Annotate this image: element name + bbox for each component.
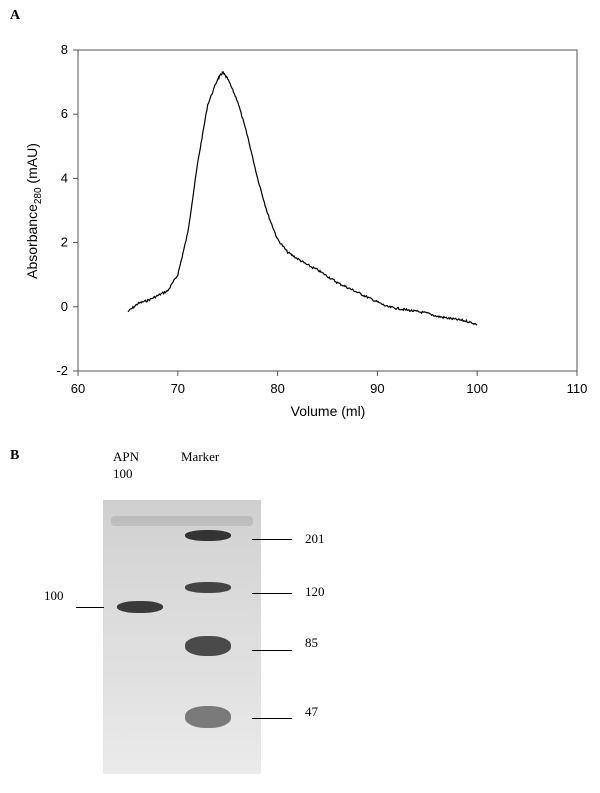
band-marker-120: [185, 582, 231, 593]
lane-label-marker: Marker: [181, 449, 220, 464]
band-marker-47: [185, 706, 231, 728]
series-layer: [127, 70, 478, 326]
y-axis-title-main: Absorbance: [24, 204, 40, 279]
x-axis-title: Volume (ml): [291, 403, 366, 419]
x-axis: 60 70 80 90 100 110: [71, 371, 588, 396]
y-tick-label: 0: [61, 299, 68, 314]
y-tick-label: 6: [61, 106, 68, 121]
band-marker-85: [185, 636, 231, 656]
x-tick-label: 90: [370, 381, 384, 396]
y-tick-label: 8: [61, 42, 68, 57]
y-axis-title: Absorbance280 (mAU): [24, 143, 44, 279]
gel-well-top: [111, 516, 253, 526]
marker-line-120: [252, 593, 292, 594]
marker-label-47: 47: [305, 704, 318, 719]
marker-line-85: [252, 650, 292, 651]
x-tick-label: 60: [71, 381, 85, 396]
left-marker-line: [76, 607, 104, 608]
y-tick-label: 2: [61, 235, 68, 250]
band-apn-100: [117, 601, 163, 613]
left-marker-label: 100: [44, 588, 64, 603]
x-tick-label: 100: [466, 381, 488, 396]
panel-b-label: B: [10, 448, 20, 463]
chromatogram-line: [127, 70, 478, 326]
plot-border: [77, 49, 578, 372]
plot-frame: [77, 49, 578, 372]
chromatogram-chart: -2 0 2 4 6 8 60 70 80 90 100 110 Volume (ml) Absor…: [24, 42, 588, 419]
y-axis-title-unit: (mAU): [24, 143, 40, 187]
band-marker-201: [185, 530, 231, 541]
y-axis: -2 0 2 4 6 8: [56, 42, 78, 378]
y-tick-label: 4: [61, 170, 68, 185]
x-tick-label: 70: [171, 381, 185, 396]
marker-label-201: 201: [305, 531, 325, 546]
marker-label-85: 85: [305, 635, 318, 650]
lane-label-apn: APN: [113, 449, 140, 464]
y-tick-label: -2: [56, 363, 68, 378]
marker-line-201: [252, 539, 292, 540]
sds-page-gel: [103, 500, 261, 774]
marker-line-47: [252, 718, 292, 719]
x-tick-label: 110: [567, 381, 588, 396]
y-axis-title-sub: 280: [33, 187, 44, 204]
lane-label-apn-number: 100: [113, 466, 133, 481]
marker-label-120: 120: [305, 584, 325, 599]
panel-a-label: A: [10, 8, 21, 23]
x-tick-label: 80: [270, 381, 284, 396]
